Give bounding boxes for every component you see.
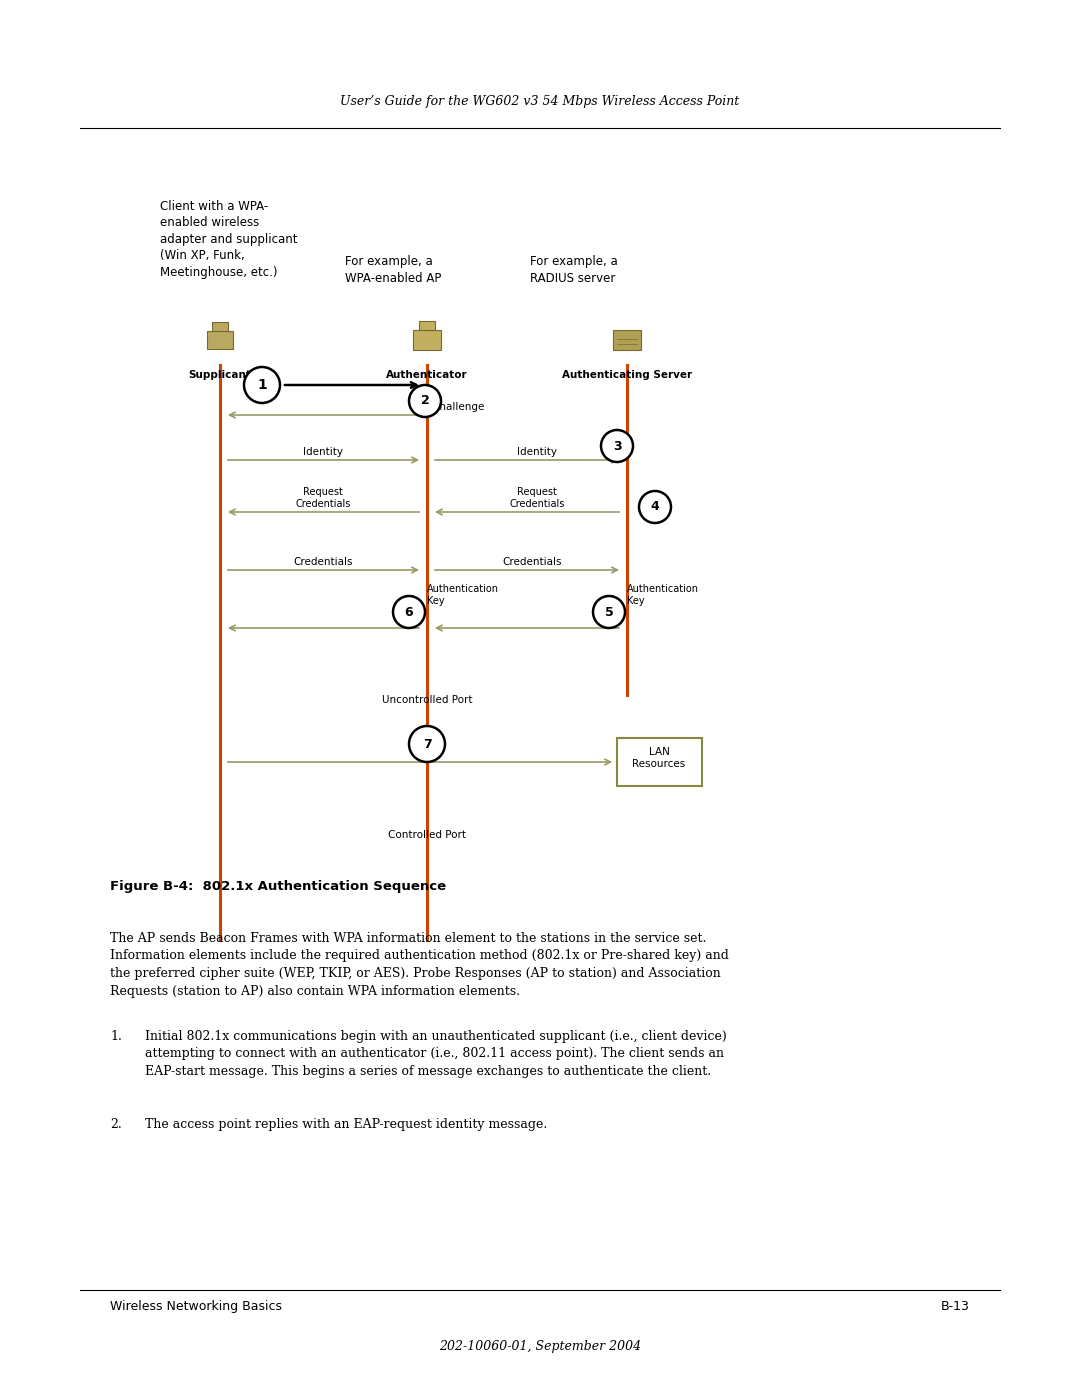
Text: Challenge: Challenge	[432, 402, 484, 412]
Circle shape	[409, 386, 441, 416]
FancyBboxPatch shape	[207, 331, 233, 349]
Text: Initial 802.1x communications begin with an unauthenticated supplicant (i.e., cl: Initial 802.1x communications begin with…	[145, 1030, 727, 1078]
Text: Credentials: Credentials	[294, 557, 353, 567]
Circle shape	[600, 430, 633, 462]
Text: Authentication
Key: Authentication Key	[627, 584, 699, 606]
Text: 3: 3	[612, 440, 621, 453]
Text: Wireless Networking Basics: Wireless Networking Basics	[110, 1301, 282, 1313]
Text: Identity: Identity	[517, 447, 557, 457]
Text: Request
Credentials: Request Credentials	[295, 488, 351, 509]
FancyBboxPatch shape	[613, 330, 642, 351]
Text: 5: 5	[605, 605, 613, 619]
Text: 1: 1	[257, 379, 267, 393]
Text: For example, a
WPA-enabled AP: For example, a WPA-enabled AP	[345, 256, 442, 285]
FancyBboxPatch shape	[617, 738, 702, 787]
Text: Credentials: Credentials	[502, 557, 562, 567]
FancyBboxPatch shape	[413, 331, 441, 349]
Text: Authentication
Key: Authentication Key	[427, 584, 499, 606]
Text: 202-10060-01, September 2004: 202-10060-01, September 2004	[438, 1340, 642, 1354]
Text: Uncontrolled Port: Uncontrolled Port	[381, 694, 472, 705]
Circle shape	[593, 597, 625, 629]
Text: 1.: 1.	[110, 1030, 122, 1044]
Text: 6: 6	[405, 605, 414, 619]
Text: For example, a
RADIUS server: For example, a RADIUS server	[530, 256, 618, 285]
Text: 2: 2	[420, 394, 430, 408]
FancyBboxPatch shape	[419, 321, 435, 331]
FancyBboxPatch shape	[212, 321, 228, 331]
Text: Authenticating Server: Authenticating Server	[562, 370, 692, 380]
Text: 4: 4	[650, 500, 660, 514]
Text: Authenticator: Authenticator	[387, 370, 468, 380]
Text: Supplicant: Supplicant	[189, 370, 252, 380]
Text: LAN
Resources: LAN Resources	[633, 747, 686, 770]
Text: Client with a WPA-
enabled wireless
adapter and supplicant
(Win XP, Funk,
Meetin: Client with a WPA- enabled wireless adap…	[160, 200, 297, 279]
Text: Figure B-4:  802.1x Authentication Sequence: Figure B-4: 802.1x Authentication Sequen…	[110, 880, 446, 893]
Text: The access point replies with an EAP-request identity message.: The access point replies with an EAP-req…	[145, 1118, 548, 1132]
Text: User’s Guide for the WG602 v3 54 Mbps Wireless Access Point: User’s Guide for the WG602 v3 54 Mbps Wi…	[340, 95, 740, 108]
Circle shape	[244, 367, 280, 402]
Text: 7: 7	[422, 738, 431, 750]
Text: Controlled Port: Controlled Port	[388, 830, 465, 840]
Text: B-13: B-13	[941, 1301, 970, 1313]
Circle shape	[393, 597, 426, 629]
Text: The AP sends Beacon Frames with WPA information element to the stations in the s: The AP sends Beacon Frames with WPA info…	[110, 932, 729, 997]
Circle shape	[409, 726, 445, 761]
Circle shape	[639, 490, 671, 522]
Text: Identity: Identity	[303, 447, 343, 457]
Text: 2.: 2.	[110, 1118, 122, 1132]
Text: Request
Credentials: Request Credentials	[510, 488, 565, 509]
